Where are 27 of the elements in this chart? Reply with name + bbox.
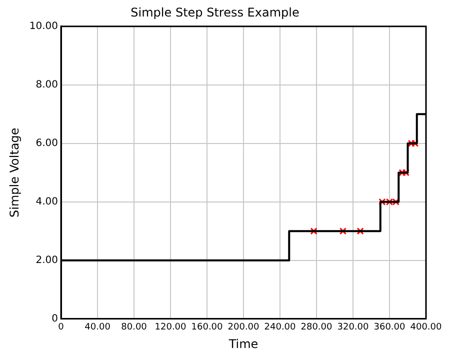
y-tick-label: 0 (52, 313, 58, 324)
x-tick-label: 360.00 (374, 322, 406, 333)
x-tick-label: 400.00 (410, 322, 442, 333)
x-tick-label: 80.00 (121, 322, 148, 333)
x-tick-label: 240.00 (264, 322, 296, 333)
point (356, 228, 364, 235)
x-tick-label: 280.00 (300, 322, 333, 333)
point (398, 169, 406, 176)
point (392, 198, 400, 206)
y-tick-label: 4.00 (36, 196, 58, 208)
point (386, 198, 394, 206)
y-tick-label: 10.00 (29, 20, 58, 32)
point (310, 228, 318, 235)
x-tick-label: 160.00 (191, 322, 224, 333)
point (408, 140, 415, 147)
x-tick-label: 40.00 (84, 322, 111, 333)
chart-title: Simple Step Stress Example (130, 5, 300, 20)
x-axis-title: Time (228, 336, 258, 351)
y-tick-label: 8.00 (36, 79, 58, 90)
point (339, 228, 347, 235)
x-tick-label: 120.00 (154, 322, 187, 333)
point (378, 198, 386, 206)
y-axis-title: Simple Voltage (7, 128, 22, 218)
y-tick-label: 2.00 (36, 254, 58, 266)
x-tick-label: 320.00 (337, 322, 370, 333)
y-tick-label: 6.00 (36, 138, 58, 149)
x-tick-label: 200.00 (228, 322, 260, 333)
